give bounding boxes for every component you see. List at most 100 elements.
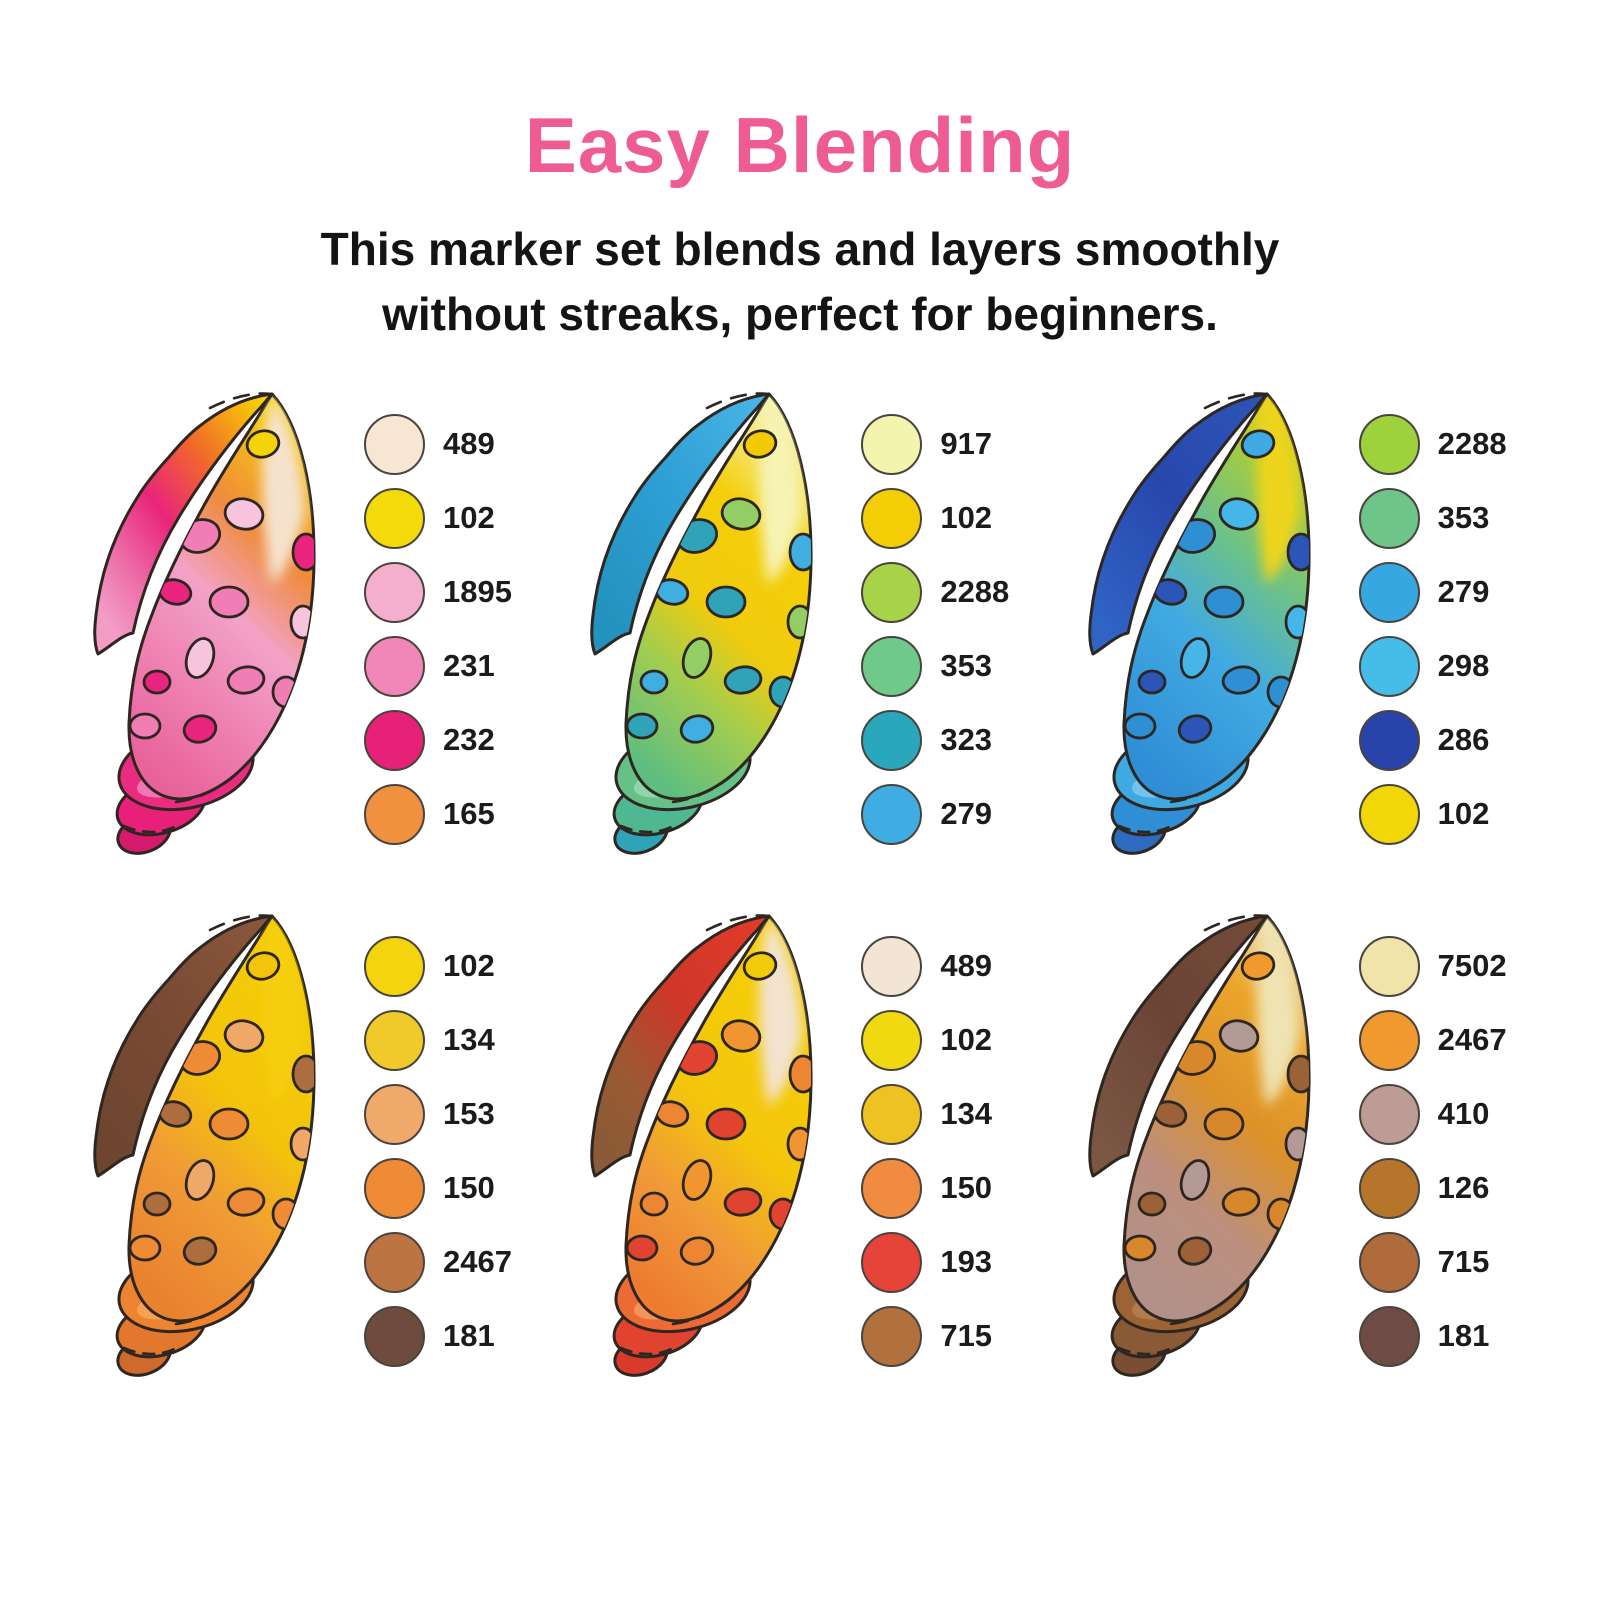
swatch-row-150: 150 [364,1157,512,1219]
marker-code-label: 298 [1437,648,1490,684]
swatch-row-231: 231 [364,635,512,697]
color-swatch-circle [364,1083,425,1145]
color-swatch-circle [1358,1305,1420,1367]
color-swatch-circle [861,487,923,549]
marker-code-label: 2467 [1437,1022,1507,1058]
marker-code-label: 7502 [1437,948,1507,984]
swatch-row-193: 193 [861,1231,993,1293]
marker-code-label: 126 [1437,1170,1490,1206]
swatch-row-153: 153 [364,1083,512,1145]
marker-code-label: 231 [443,648,495,684]
color-swatch-circle [1358,709,1420,771]
marker-code-label: 134 [443,1022,495,1058]
swatch-list: 2288 353 279 298 286 102 [1358,413,1507,845]
color-swatch-circle [364,1231,425,1293]
swatch-row-286: 286 [1358,709,1507,771]
swatch-row-181: 181 [1358,1305,1507,1367]
marker-code-label: 193 [940,1244,993,1280]
marker-code-label: 353 [1437,500,1490,536]
shell-svg [1087,913,1311,1377]
swatch-row-353: 353 [1358,487,1507,549]
marker-code-label: 165 [443,796,495,832]
swatch-row-353: 353 [861,635,1009,697]
color-swatch-circle [364,635,425,697]
swatch-row-232: 232 [364,709,512,771]
subtitle-line-2: without streaks, perfect for beginners. [382,288,1218,341]
shell-panel-yellow-orange-brown-shell: 102 134 153 150 2467 181 [58,904,547,1382]
shell-svg [590,391,813,855]
shell-panel-blue-green-yellow-shell: 917 102 2288 353 323 279 [555,382,1044,860]
marker-code-label: 2288 [1437,426,1507,462]
swatch-row-2467: 2467 [364,1231,512,1293]
color-swatch-circle [1358,935,1420,997]
shell-svg [93,391,316,855]
shell-illustration [1053,904,1353,1382]
shell-panels-grid: 489 102 1895 231 232 165 [0,348,1600,1382]
marker-code-label: 2288 [940,574,1010,610]
swatch-row-102: 102 [861,1009,992,1071]
color-swatch-circle [861,413,923,475]
swatch-row-323: 323 [861,709,1009,771]
shell-panel-pink-orange-shell: 489 102 1895 231 232 165 [58,382,547,860]
marker-code-label: 150 [443,1170,495,1206]
color-swatch-circle [861,561,923,623]
marker-code-label: 102 [1437,796,1490,832]
marker-code-label: 410 [1437,1096,1490,1132]
color-swatch-circle [364,1305,425,1367]
shell-panel-blue-shell: 2288 353 279 298 286 102 [1053,382,1542,860]
color-swatch-circle [364,783,425,845]
color-swatch-circle [364,561,425,623]
marker-code-label: 279 [940,796,993,832]
swatch-row-7502: 7502 [1358,935,1507,997]
color-swatch-circle [364,709,425,771]
swatch-row-279: 279 [1358,561,1507,623]
shell-illustration [58,904,358,1382]
color-swatch-circle [364,1009,425,1071]
swatch-row-134: 134 [861,1083,993,1145]
marker-code-label: 1895 [443,574,512,610]
color-swatch-circle [1358,783,1420,845]
marker-code-label: 917 [940,426,993,462]
color-swatch-circle [861,783,923,845]
shell-illustration [555,382,855,860]
color-swatch-circle [1358,1231,1420,1293]
subtitle-line-1: This marker set blends and layers smooth… [320,223,1280,275]
swatch-row-102: 102 [364,935,512,997]
marker-code-label: 279 [1437,574,1490,610]
color-swatch-circle [861,1305,923,1367]
marker-code-label: 153 [443,1096,495,1132]
swatch-list: 102 134 153 150 2467 181 [364,935,512,1367]
shell-svg [590,913,813,1377]
color-swatch-circle [1358,487,1420,549]
swatch-row-2467: 2467 [1358,1009,1507,1071]
marker-code-label: 102 [940,500,993,536]
shell-band [590,914,771,1178]
color-swatch-circle [1358,1157,1420,1219]
color-swatch-circle [1358,561,1420,623]
swatch-row-102: 102 [364,487,512,549]
color-swatch-circle [364,413,425,475]
color-swatch-circle [861,1157,923,1219]
swatch-row-102: 102 [1358,783,1507,845]
marker-code-label: 102 [443,500,495,536]
shell-svg [1087,391,1311,855]
marker-code-label: 286 [1437,722,1490,758]
shell-illustration [555,904,855,1382]
color-swatch-circle [1358,413,1420,475]
swatch-list: 917 102 2288 353 323 279 [861,413,1010,845]
swatch-row-279: 279 [861,783,1009,845]
color-swatch-circle [861,935,923,997]
swatch-row-2288: 2288 [1358,413,1507,475]
color-swatch-circle [1358,1009,1420,1071]
color-swatch-circle [861,635,923,697]
color-swatch-circle [364,935,425,997]
color-swatch-circle [861,1009,923,1071]
marker-code-label: 489 [940,948,993,984]
marker-code-label: 323 [940,722,993,758]
color-swatch-circle [364,487,425,549]
shell-svg [93,913,316,1377]
marker-code-label: 134 [940,1096,993,1132]
header: Easy Blending This marker set blends and… [0,0,1600,348]
swatch-row-410: 410 [1358,1083,1507,1145]
